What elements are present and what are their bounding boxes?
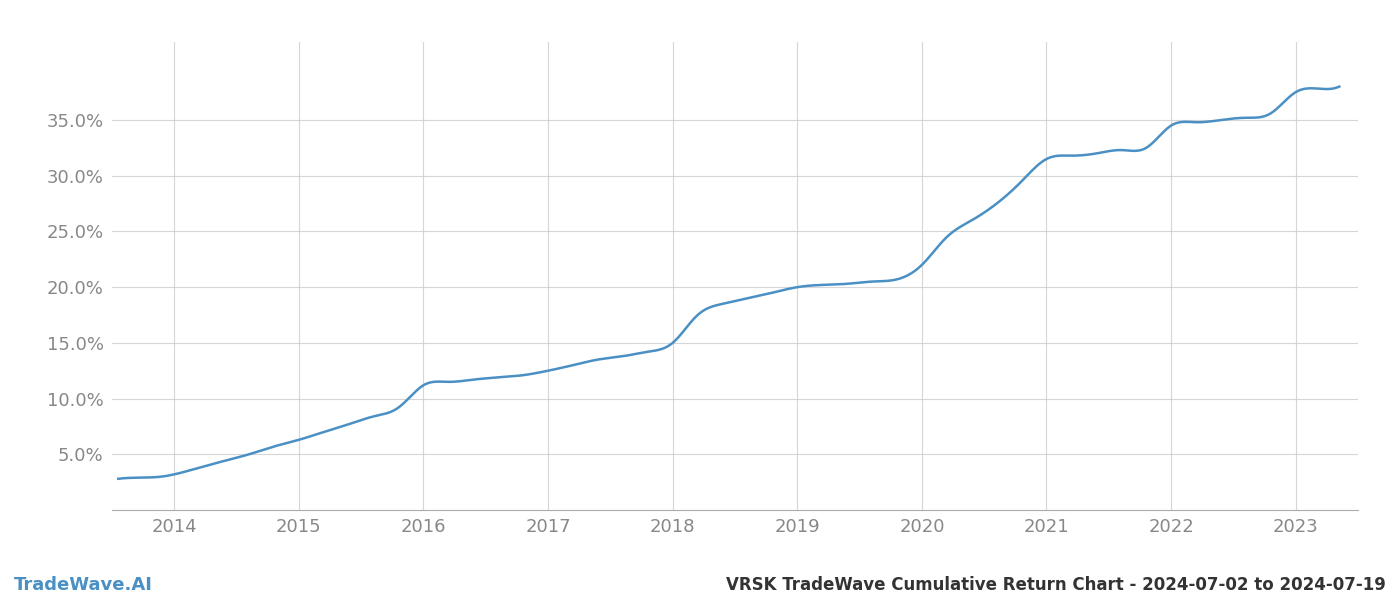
Text: VRSK TradeWave Cumulative Return Chart - 2024-07-02 to 2024-07-19: VRSK TradeWave Cumulative Return Chart -…	[727, 576, 1386, 594]
Text: TradeWave.AI: TradeWave.AI	[14, 576, 153, 594]
